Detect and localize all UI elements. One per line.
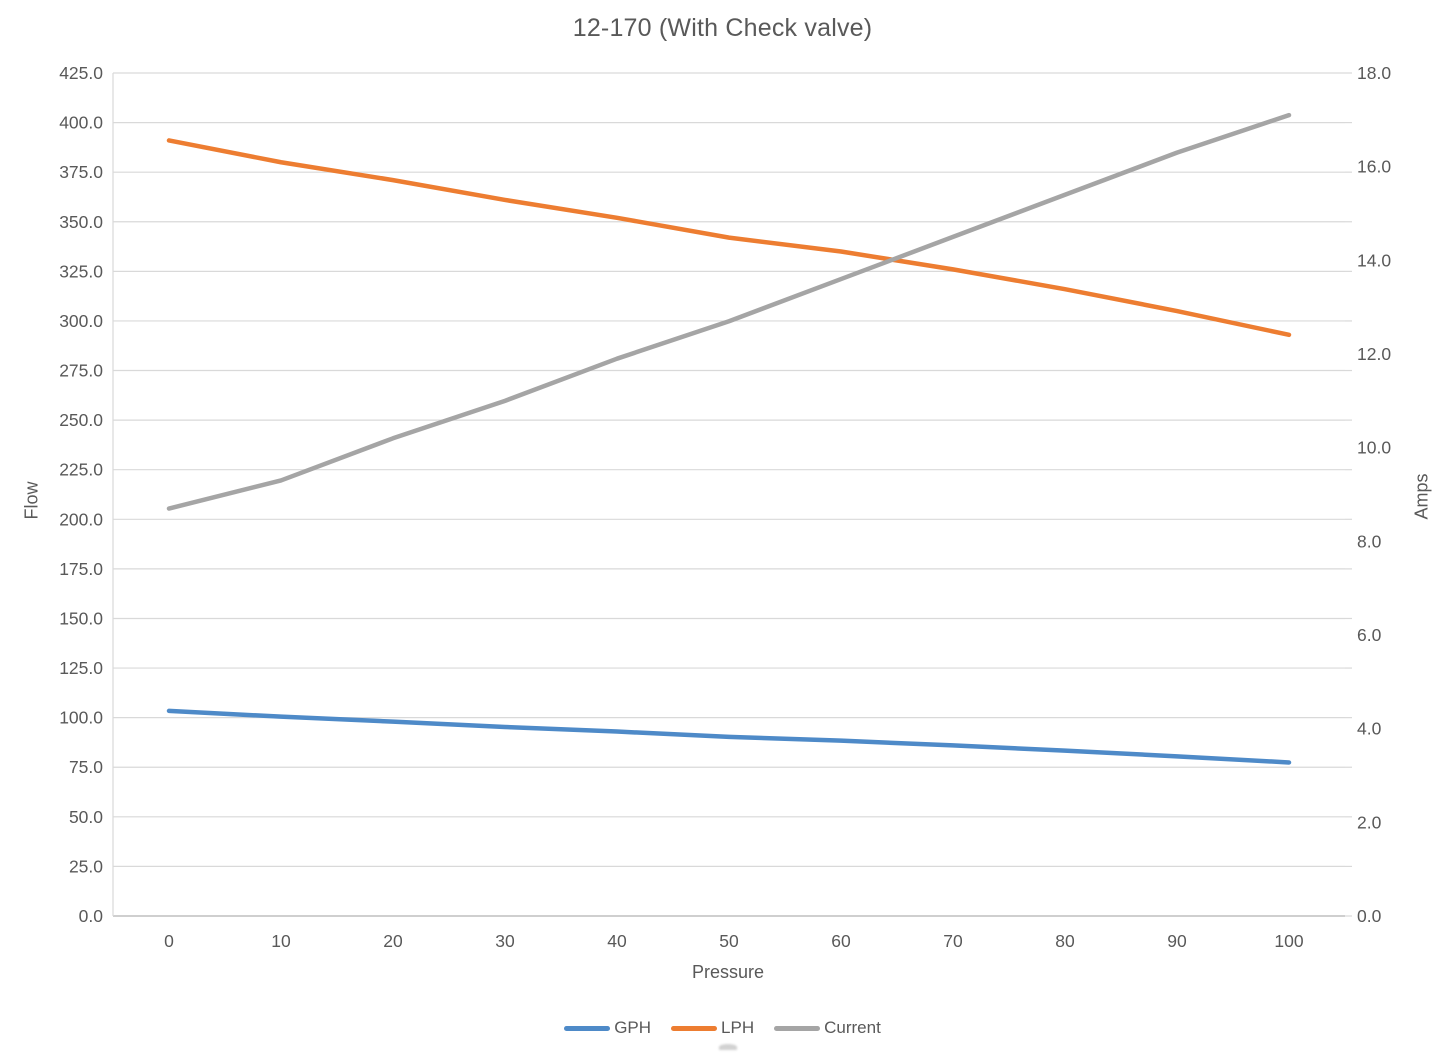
legend-item-gph: GPH: [564, 1018, 651, 1038]
y-right-tick-label: 10.0: [1357, 438, 1391, 458]
series-line-lph: [166, 138, 1292, 338]
y-left-tick-label: 150.0: [59, 608, 103, 628]
y-left-tick-label: 175.0: [59, 559, 103, 579]
y-left-tick-label: 375.0: [59, 162, 103, 182]
y-left-tick-label: 300.0: [59, 311, 103, 331]
x-tick-label: 50: [719, 931, 739, 951]
y-left-tick-label: 350.0: [59, 212, 103, 232]
y-left-tick-label: 200.0: [59, 509, 103, 529]
legend-label-gph: GPH: [614, 1018, 652, 1037]
y-left-tick-label: 0.0: [79, 906, 104, 926]
y-left-tick-label: 100.0: [59, 708, 103, 728]
y-left-tick-label: 75.0: [69, 757, 103, 777]
y-left-tick-label: 325.0: [59, 261, 103, 281]
lph-line-swatch-icon: [671, 1025, 718, 1031]
x-tick-label: 80: [1055, 931, 1075, 951]
chart-legend: GPH LPH Current: [0, 1018, 1445, 1038]
y-right-tick-label: 16.0: [1357, 157, 1391, 177]
x-tick-label: 20: [383, 931, 403, 951]
y-left-tick-label: 400.0: [59, 113, 103, 133]
legend-label-lph: LPH: [721, 1018, 755, 1037]
y-left-tick-label: 25.0: [69, 856, 103, 876]
x-tick-label: 0: [164, 931, 174, 951]
x-tick-label: 60: [831, 931, 851, 951]
x-tick-label: 100: [1274, 931, 1303, 951]
cutoff-artifact: [719, 1044, 737, 1050]
y-right-tick-label: 14.0: [1357, 250, 1391, 270]
y-left-tick-label: 425.0: [59, 63, 103, 83]
x-axis-title-pressure: Pressure: [691, 962, 765, 982]
legend-item-lph: LPH: [671, 1018, 754, 1038]
legend-item-current: Current: [774, 1018, 881, 1038]
y-left-tick-label: 125.0: [59, 658, 103, 678]
y-left-tick-label: 225.0: [59, 460, 103, 480]
y-left-tick-label: 50.0: [69, 807, 103, 827]
y-left-tick-label: 275.0: [59, 361, 103, 381]
y-right-tick-label: 0.0: [1357, 906, 1382, 926]
x-tick-label: 10: [271, 931, 291, 951]
x-tick-label: 90: [1167, 931, 1187, 951]
y-axis-title-flow: Flow: [21, 481, 42, 520]
y-right-tick-label: 6.0: [1357, 625, 1382, 645]
y-right-tick-label: 4.0: [1357, 719, 1382, 739]
y-left-tick-label: 250.0: [59, 410, 103, 430]
chart-title: 12-170 (With Check valve): [572, 14, 873, 42]
series-line-current: [166, 112, 1292, 511]
y-right-tick-label: 18.0: [1357, 63, 1391, 83]
y-axis-title-amps: Amps: [1411, 473, 1432, 520]
series-line-gph: [166, 708, 1292, 765]
x-tick-label: 70: [943, 931, 963, 951]
gph-line-swatch-icon: [564, 1025, 611, 1031]
y-right-tick-label: 2.0: [1357, 812, 1382, 832]
x-tick-label: 40: [607, 931, 627, 951]
legend-label-current: Current: [824, 1018, 881, 1037]
y-right-tick-label: 12.0: [1357, 344, 1391, 364]
current-line-swatch-icon: [774, 1025, 821, 1031]
x-tick-label: 30: [495, 931, 515, 951]
y-right-tick-label: 8.0: [1357, 531, 1382, 551]
